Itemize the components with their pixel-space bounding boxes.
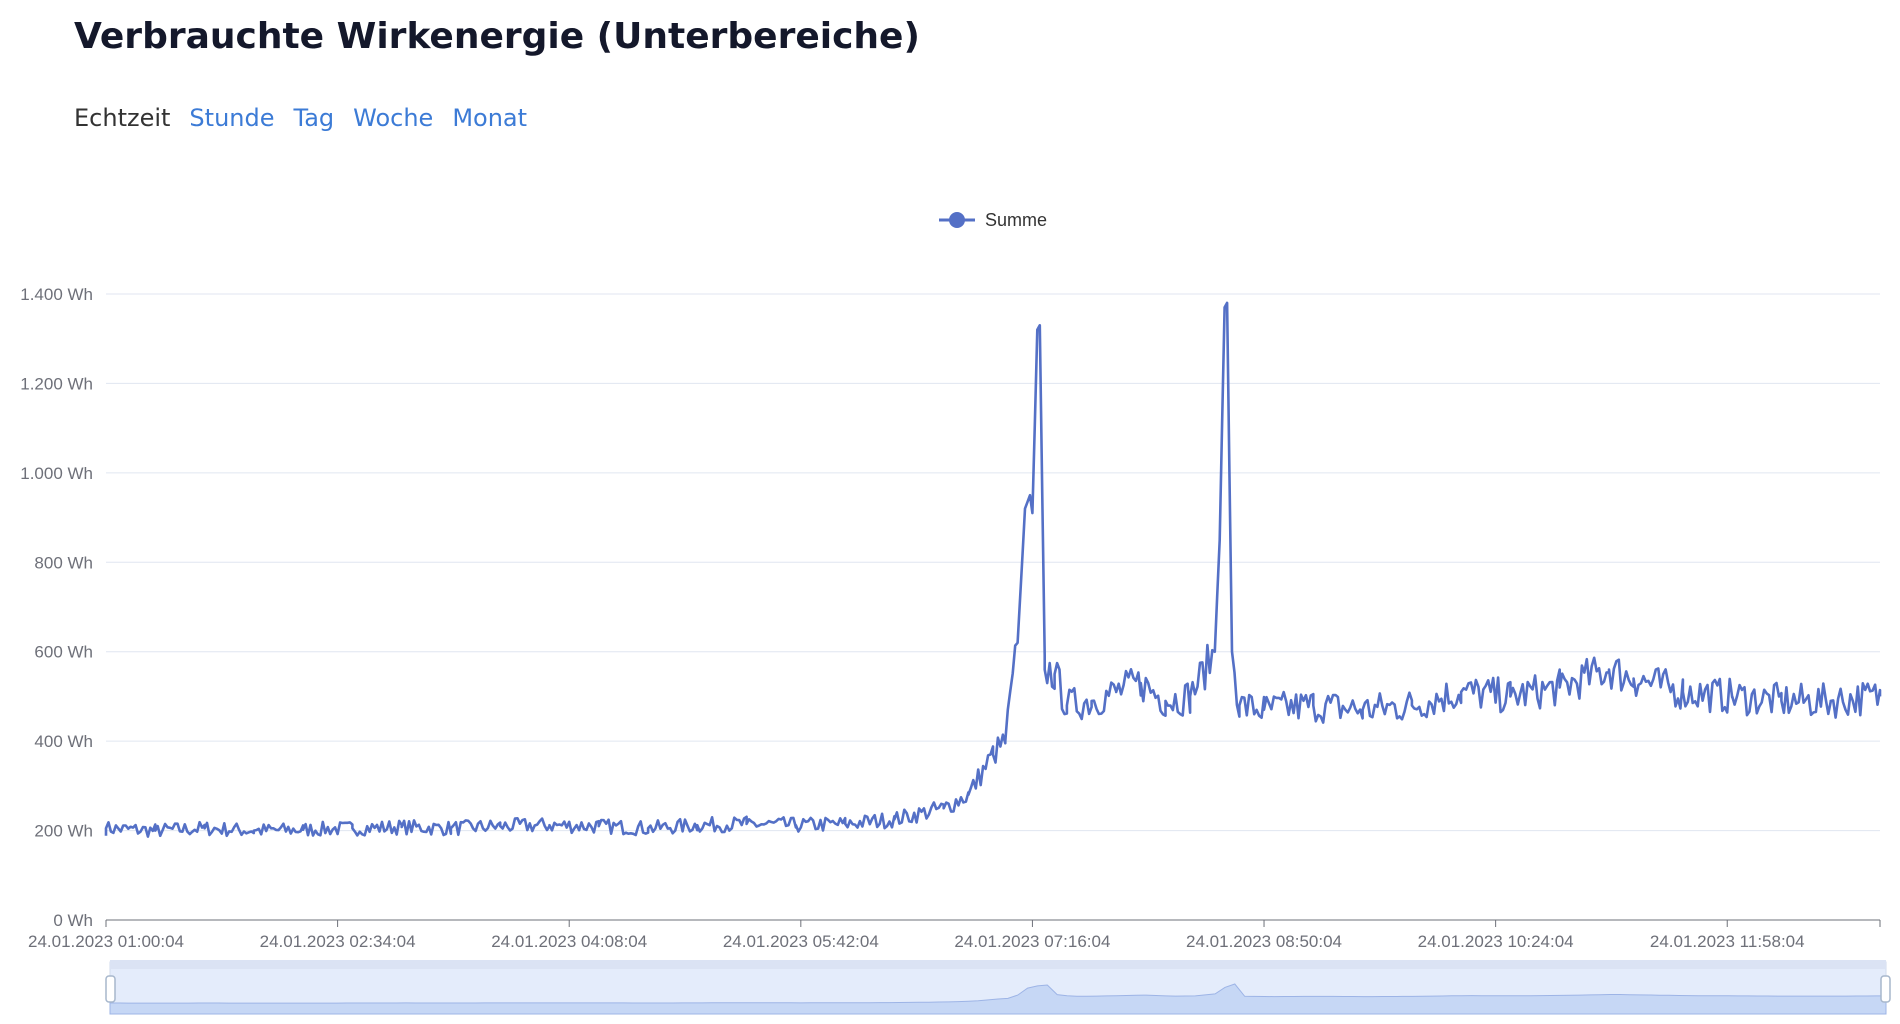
- zoom-handle-left[interactable]: [105, 975, 116, 1003]
- y-tick-label: 1.000 Wh: [20, 464, 93, 483]
- page-title: Verbrauchte Wirkenergie (Unterbereiche): [74, 16, 920, 57]
- x-tick-label: 24.01.2023 05:42:04: [723, 932, 879, 951]
- time-range-tabs: Echtzeit Stunde Tag Woche Monat: [74, 104, 527, 132]
- y-tick-label: 400 Wh: [34, 732, 93, 751]
- x-tick-label: 24.01.2023 01:00:04: [28, 932, 184, 951]
- tab-tag[interactable]: Tag: [293, 104, 335, 132]
- x-tick-label: 24.01.2023 04:08:04: [491, 932, 647, 951]
- zoom-move-handle: [110, 960, 1886, 969]
- tab-woche[interactable]: Woche: [353, 104, 434, 132]
- zoom-preview-area: [109, 983, 1887, 1015]
- legend-marker: [949, 212, 965, 228]
- legend-label: Summe: [985, 210, 1047, 230]
- y-tick-label: 1.400 Wh: [20, 285, 93, 304]
- data-zoom-slider[interactable]: [105, 960, 1891, 1015]
- x-tick-label: 24.01.2023 07:16:04: [954, 932, 1110, 951]
- y-tick-label: 600 Wh: [34, 643, 93, 662]
- tab-stunde[interactable]: Stunde: [189, 104, 275, 132]
- tab-echtzeit[interactable]: Echtzeit: [74, 104, 171, 132]
- y-tick-label: 1.200 Wh: [20, 374, 93, 393]
- x-tick-label: 24.01.2023 02:34:04: [260, 932, 416, 951]
- x-tick-label: 24.01.2023 08:50:04: [1186, 932, 1342, 951]
- series-line-summe: [104, 301, 1882, 838]
- zoom-handle-right[interactable]: [1880, 975, 1891, 1003]
- y-tick-label: 200 Wh: [34, 822, 93, 841]
- x-tick-label: 24.01.2023 10:24:04: [1418, 932, 1574, 951]
- tab-monat[interactable]: Monat: [452, 104, 528, 132]
- y-tick-label: 800 Wh: [34, 553, 93, 572]
- y-tick-label: 0 Wh: [53, 911, 93, 930]
- x-tick-label: 24.01.2023 11:58:04: [1650, 932, 1805, 951]
